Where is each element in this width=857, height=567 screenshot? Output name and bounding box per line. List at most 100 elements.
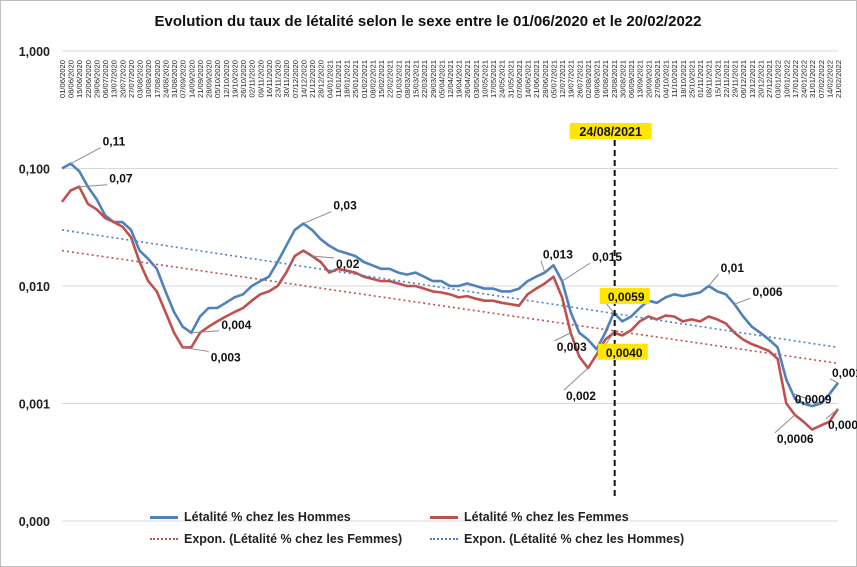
x-tick-label: 27/07/2020 [127, 60, 136, 98]
x-tick-label: 19/04/2021 [455, 60, 464, 98]
data-label: 0,0059 [608, 290, 645, 304]
x-tick-label: 06/09/2021 [627, 60, 636, 98]
x-tick-label: 29/11/2021 [731, 60, 740, 97]
x-tick-label: 14/06/2021 [524, 60, 533, 98]
trendline-series [61, 229, 839, 349]
x-tick-label: 17/05/2021 [489, 60, 498, 98]
x-tick-label: 22/03/2021 [420, 60, 429, 98]
y-tick-label: 1,000 [19, 45, 50, 59]
x-tick-label: 07/12/2020 [291, 60, 300, 98]
x-tick-label: 05/04/2021 [437, 60, 446, 98]
x-tick-label: 31/01/2022 [808, 60, 817, 98]
x-tick-label: 06/12/2021 [739, 60, 748, 98]
x-tick-label: 28/09/2020 [205, 60, 214, 98]
x-tick-label: 20/12/2021 [756, 60, 765, 98]
x-tick-label: 26/10/2020 [239, 60, 248, 98]
annotation-leader [191, 330, 220, 334]
x-tick-label: 12/07/2021 [558, 60, 567, 98]
x-tick-label: 13/09/2021 [636, 60, 645, 98]
x-tick-label: 24/08/2020 [161, 60, 170, 98]
x-tick-label: 09/08/2021 [593, 60, 602, 98]
x-tick-label: 28/12/2020 [317, 60, 326, 98]
x-tick-label: 10/08/2020 [144, 60, 153, 98]
data-label: 0,0040 [606, 346, 643, 360]
data-label: 0,003 [211, 350, 241, 364]
x-tick-label: 03/01/2022 [774, 60, 783, 98]
x-tick-label: 08/11/2021 [705, 60, 714, 97]
data-label: 0,11 [103, 135, 126, 149]
data-label: 0,003 [557, 340, 587, 354]
x-tick-label: 17/08/2020 [153, 60, 162, 98]
x-tick-label: 24/05/2021 [498, 60, 507, 98]
annotation-leader [303, 211, 332, 225]
annotation-leader [825, 408, 839, 420]
annotation-leader [540, 260, 546, 273]
x-tick-label: 21/02/2022 [834, 60, 843, 98]
x-tick-label: 14/09/2020 [187, 60, 196, 98]
annotation-leader [311, 255, 335, 259]
legend-swatch-hommes [150, 515, 178, 519]
x-tick-label: 27/09/2021 [653, 60, 662, 98]
x-tick-label: 16/11/2020 [265, 60, 274, 97]
legend-item-hommes: Létalité % chez les Hommes [150, 510, 351, 524]
x-tick-label: 15/02/2021 [377, 60, 386, 98]
legend-label-trend-hommes: Expon. (Létalité % chez les Hommes) [464, 532, 685, 546]
annotation-leader [734, 297, 751, 305]
x-tick-label: 13/12/2021 [748, 60, 757, 98]
data-label: 0,03 [333, 199, 357, 213]
x-tick-label: 06/07/2020 [101, 60, 110, 98]
x-tick-label: 22/11/2021 [722, 60, 731, 97]
x-tick-label: 04/10/2021 [662, 60, 671, 98]
x-tick-label: 26/04/2021 [463, 60, 472, 98]
data-label: 0,006 [753, 285, 783, 299]
x-tick-label: 08/06/2020 [67, 60, 76, 98]
annotation-leader [605, 302, 615, 314]
annotation-leader [792, 393, 821, 404]
x-tick-label: 09/11/2020 [256, 60, 265, 97]
x-tick-label: 14/12/2020 [299, 60, 308, 98]
annotation-leader [554, 332, 571, 342]
y-tick-label: 0,010 [19, 280, 50, 294]
chart-title: Evolution du taux de létalité selon le s… [155, 13, 702, 30]
data-label: 0,0009 [828, 418, 857, 432]
annotation-leader [774, 414, 796, 434]
annotation-leader [563, 367, 589, 391]
x-tick-label: 19/07/2021 [567, 60, 576, 98]
x-tick-label: 22/06/2020 [84, 60, 93, 98]
x-tick-label: 12/04/2021 [446, 60, 455, 98]
x-tick-label: 07/09/2020 [179, 60, 188, 98]
x-tick-label: 01/02/2021 [360, 60, 369, 98]
x-tick-label: 21/09/2020 [196, 60, 205, 98]
x-tick-label: 31/05/2021 [506, 60, 515, 98]
x-tick-label: 16/08/2021 [601, 60, 610, 98]
x-tick-label: 25/10/2021 [687, 60, 696, 98]
x-tick-label: 30/08/2021 [618, 60, 627, 98]
annotation-highlight [597, 343, 648, 360]
y-tick-label: 0,100 [19, 163, 50, 177]
legend-label-trend-femmes: Expon. (Létalité % chez les Femmes) [184, 532, 403, 546]
annotation-leader [829, 378, 839, 384]
x-tick-label: 26/07/2021 [575, 60, 584, 98]
data-label: 0,07 [109, 172, 133, 186]
x-tick-label: 07/06/2021 [515, 60, 524, 98]
x-tick-label: 17/01/2022 [791, 60, 800, 98]
data-label: 0,0006 [777, 432, 814, 446]
legend-swatch-trend-femmes [150, 538, 178, 540]
y-tick-label: 0,000 [19, 515, 50, 529]
x-tick-label: 01/11/2021 [696, 60, 705, 97]
x-tick-label: 10/01/2022 [782, 60, 791, 98]
x-tick-label: 13/07/2020 [110, 60, 119, 98]
x-tick-label: 18/01/2021 [343, 60, 352, 98]
x-tick-label: 14/02/2022 [825, 60, 834, 98]
x-tick-label: 01/06/2020 [58, 60, 67, 98]
data-label: 0,0009 [795, 393, 832, 407]
trendline-series [61, 249, 839, 365]
x-tick-label: 08/03/2021 [403, 60, 412, 98]
x-tick-label: 02/08/2021 [584, 60, 593, 98]
x-tick-label: 20/09/2021 [644, 60, 653, 98]
x-tick-label: 04/01/2021 [325, 60, 334, 98]
x-tick-label: 22/02/2021 [386, 60, 395, 98]
data-label: 0,01 [721, 261, 745, 275]
